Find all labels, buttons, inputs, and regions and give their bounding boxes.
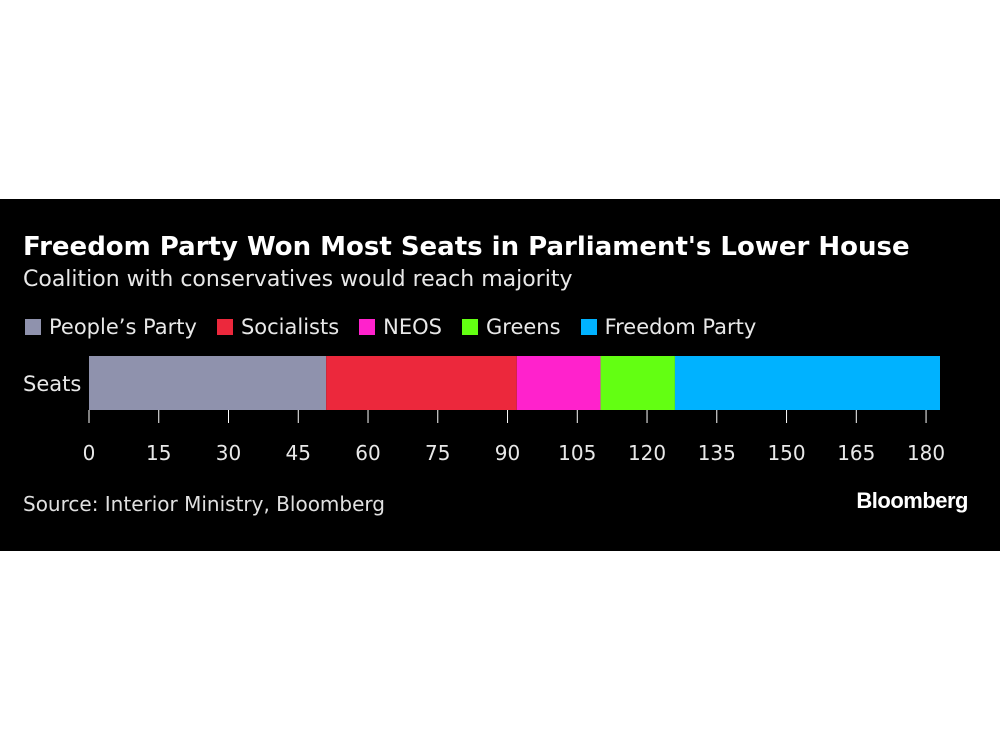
bar-segment: [674, 356, 940, 410]
chart-title: Freedom Party Won Most Seats in Parliame…: [23, 232, 910, 262]
bar-segment: [89, 356, 327, 410]
legend-item-neos: NEOS: [359, 315, 442, 339]
legend-label-greens: Greens: [486, 315, 561, 339]
x-tick-label: 60: [355, 441, 380, 465]
chart-legend: People’s Party Socialists NEOS Greens Fr…: [25, 313, 776, 341]
x-tick-label: 30: [216, 441, 241, 465]
legend-swatch-neos: [359, 319, 376, 335]
source-note: Source: Interior Ministry, Bloomberg: [23, 492, 385, 516]
x-tick-label: 75: [425, 441, 450, 465]
x-tick-label: 135: [698, 441, 736, 465]
legend-item-greens: Greens: [462, 315, 561, 339]
legend-swatch-freedom-party: [580, 319, 597, 335]
bloomberg-logo: Bloomberg: [856, 488, 968, 513]
legend-item-freedom-party: Freedom Party: [580, 315, 757, 339]
chart-subtitle: Coalition with conservatives would reach…: [23, 267, 573, 292]
legend-item-peoples-party: People’s Party: [25, 315, 197, 339]
x-tick-label: 15: [146, 441, 171, 465]
bar-segment: [600, 356, 675, 410]
legend-label-freedom-party: Freedom Party: [604, 315, 757, 339]
stacked-bar-chart: Seats 0 15 30 45 60 75 90 105 120 135 150 165 180: [23, 356, 945, 465]
legend-label-socialists: Socialists: [240, 315, 340, 339]
category-label: Seats: [23, 372, 81, 396]
bar-segment: [516, 356, 601, 410]
x-tick-label: 45: [286, 441, 311, 465]
legend-swatch-socialists: [216, 319, 233, 335]
x-tick-label: 0: [83, 441, 96, 465]
x-tick-label: 150: [767, 441, 805, 465]
x-tick-label: 90: [495, 441, 520, 465]
legend-swatch-greens: [462, 319, 479, 335]
legend-label-neos: NEOS: [383, 315, 443, 339]
x-tick-label: 180: [907, 441, 945, 465]
x-tick-label: 105: [558, 441, 596, 465]
bar-segment: [326, 356, 517, 410]
legend-label-peoples-party: People’s Party: [49, 315, 197, 339]
legend-swatch-peoples-party: [25, 319, 41, 335]
x-tick-label: 120: [628, 441, 666, 465]
legend-item-socialists: Socialists: [216, 315, 340, 339]
x-tick-label: 165: [837, 441, 875, 465]
